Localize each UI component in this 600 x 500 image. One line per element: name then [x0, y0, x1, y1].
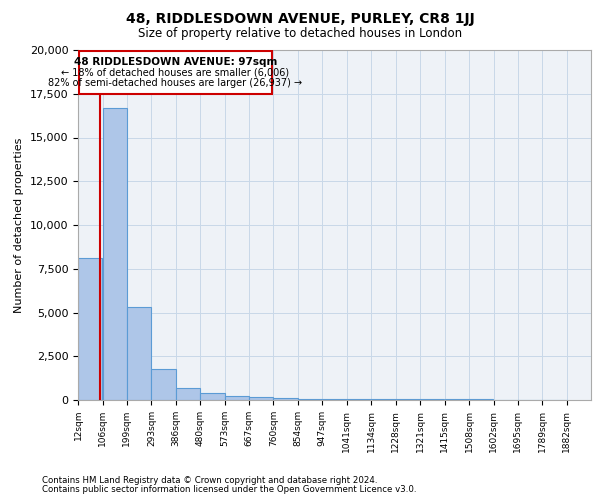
Text: Contains public sector information licensed under the Open Government Licence v3: Contains public sector information licen… [42, 485, 416, 494]
Y-axis label: Number of detached properties: Number of detached properties [14, 138, 24, 312]
Bar [224, 396, 249, 400]
Bar [200, 393, 224, 400]
Bar [127, 307, 151, 400]
Bar [249, 398, 274, 400]
Text: ← 18% of detached houses are smaller (6,006): ← 18% of detached houses are smaller (6,… [61, 68, 289, 78]
Text: 82% of semi-detached houses are larger (26,937) →: 82% of semi-detached houses are larger (… [48, 78, 302, 88]
Bar [176, 388, 200, 400]
Bar [103, 108, 127, 400]
Bar [151, 370, 176, 400]
FancyBboxPatch shape [79, 51, 272, 94]
Bar [347, 399, 371, 400]
Bar [396, 399, 420, 400]
Bar [78, 258, 103, 400]
Bar [298, 398, 322, 400]
Text: 48 RIDDLESDOWN AVENUE: 97sqm: 48 RIDDLESDOWN AVENUE: 97sqm [74, 57, 277, 67]
Text: Size of property relative to detached houses in London: Size of property relative to detached ho… [138, 28, 462, 40]
Text: Contains HM Land Registry data © Crown copyright and database right 2024.: Contains HM Land Registry data © Crown c… [42, 476, 377, 485]
Bar [322, 399, 347, 400]
Bar [371, 399, 395, 400]
Text: 48, RIDDLESDOWN AVENUE, PURLEY, CR8 1JJ: 48, RIDDLESDOWN AVENUE, PURLEY, CR8 1JJ [125, 12, 475, 26]
Bar [274, 398, 298, 400]
